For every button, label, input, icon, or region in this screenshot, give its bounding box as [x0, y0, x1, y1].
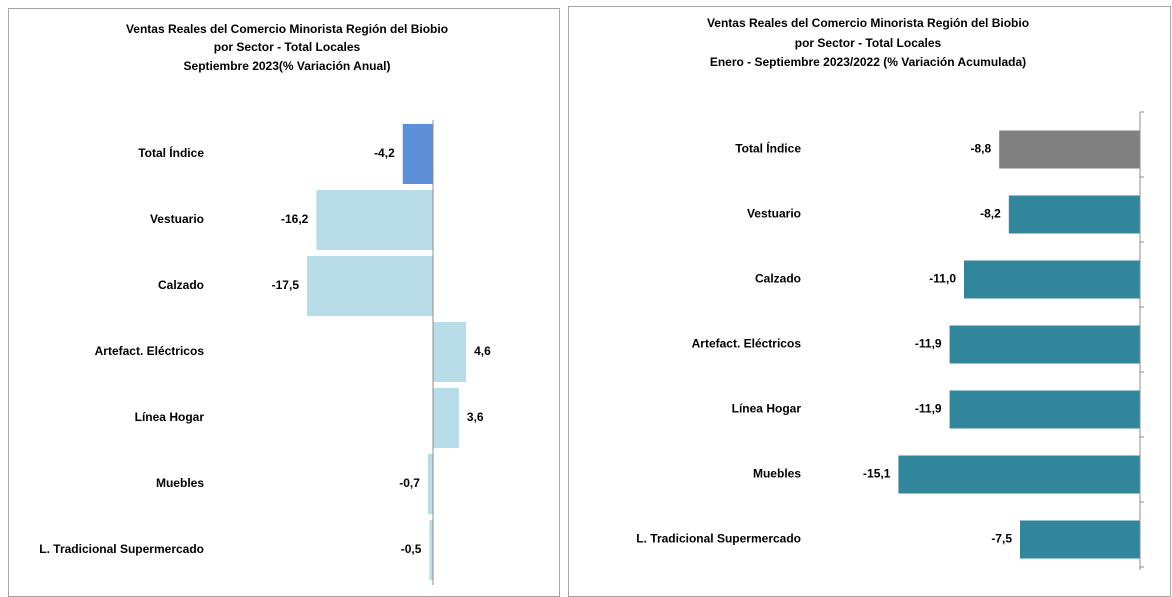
data-label: -17,5	[272, 278, 300, 292]
bar	[427, 454, 433, 514]
chart-title: por Sector - Total Locales	[214, 40, 361, 54]
bar	[316, 190, 433, 250]
data-label: -11,0	[929, 272, 956, 286]
category-label: Línea Hogar	[732, 402, 802, 416]
category-label: Artefact. Eléctricos	[692, 337, 802, 351]
data-label: -8,2	[980, 207, 1001, 221]
bar	[949, 325, 1140, 364]
data-label: -8,8	[971, 142, 992, 156]
left-panel	[8, 8, 560, 597]
category-label: L. Tradicional Supermercado	[636, 532, 801, 546]
category-label: Calzado	[755, 272, 801, 286]
bar	[964, 260, 1140, 299]
bar	[1020, 520, 1140, 559]
category-label: L. Tradicional Supermercado	[39, 542, 204, 556]
category-label: Artefact. Eléctricos	[95, 344, 205, 358]
category-label: Calzado	[158, 278, 204, 292]
bar	[433, 388, 459, 448]
right-panel	[568, 6, 1171, 597]
data-label: -16,2	[281, 212, 309, 226]
category-label: Total Índice	[735, 141, 801, 156]
category-label: Muebles	[753, 467, 801, 481]
bar	[429, 520, 433, 580]
bar	[402, 124, 433, 184]
data-label: -15,1	[863, 467, 891, 481]
data-label: -11,9	[915, 337, 942, 351]
data-label: -11,9	[915, 402, 942, 416]
data-label: -7,5	[991, 532, 1012, 546]
data-label: -0,5	[401, 542, 422, 556]
bar	[999, 130, 1140, 169]
bar	[433, 322, 467, 382]
bar	[898, 455, 1140, 494]
data-label: -0,7	[399, 476, 420, 490]
bar	[307, 256, 433, 316]
bar	[1008, 195, 1140, 234]
chart-title: Septiembre 2023(% Variación Anual)	[184, 59, 391, 73]
chart-title: Enero - Septiembre 2023/2022 (% Variació…	[710, 55, 1026, 69]
category-label: Línea Hogar	[135, 410, 205, 424]
bar	[949, 390, 1140, 429]
category-label: Total Índice	[138, 145, 204, 160]
data-label: 4,6	[474, 344, 491, 358]
category-label: Muebles	[156, 476, 204, 490]
data-label: 3,6	[467, 410, 484, 424]
data-label: -4,2	[374, 146, 395, 160]
category-label: Vestuario	[150, 212, 204, 226]
chart-title: por Sector - Total Locales	[795, 36, 942, 50]
chart-title: Ventas Reales del Comercio Minorista Reg…	[707, 16, 1029, 30]
chart-title: Ventas Reales del Comercio Minorista Reg…	[126, 22, 448, 36]
category-label: Vestuario	[747, 207, 801, 221]
